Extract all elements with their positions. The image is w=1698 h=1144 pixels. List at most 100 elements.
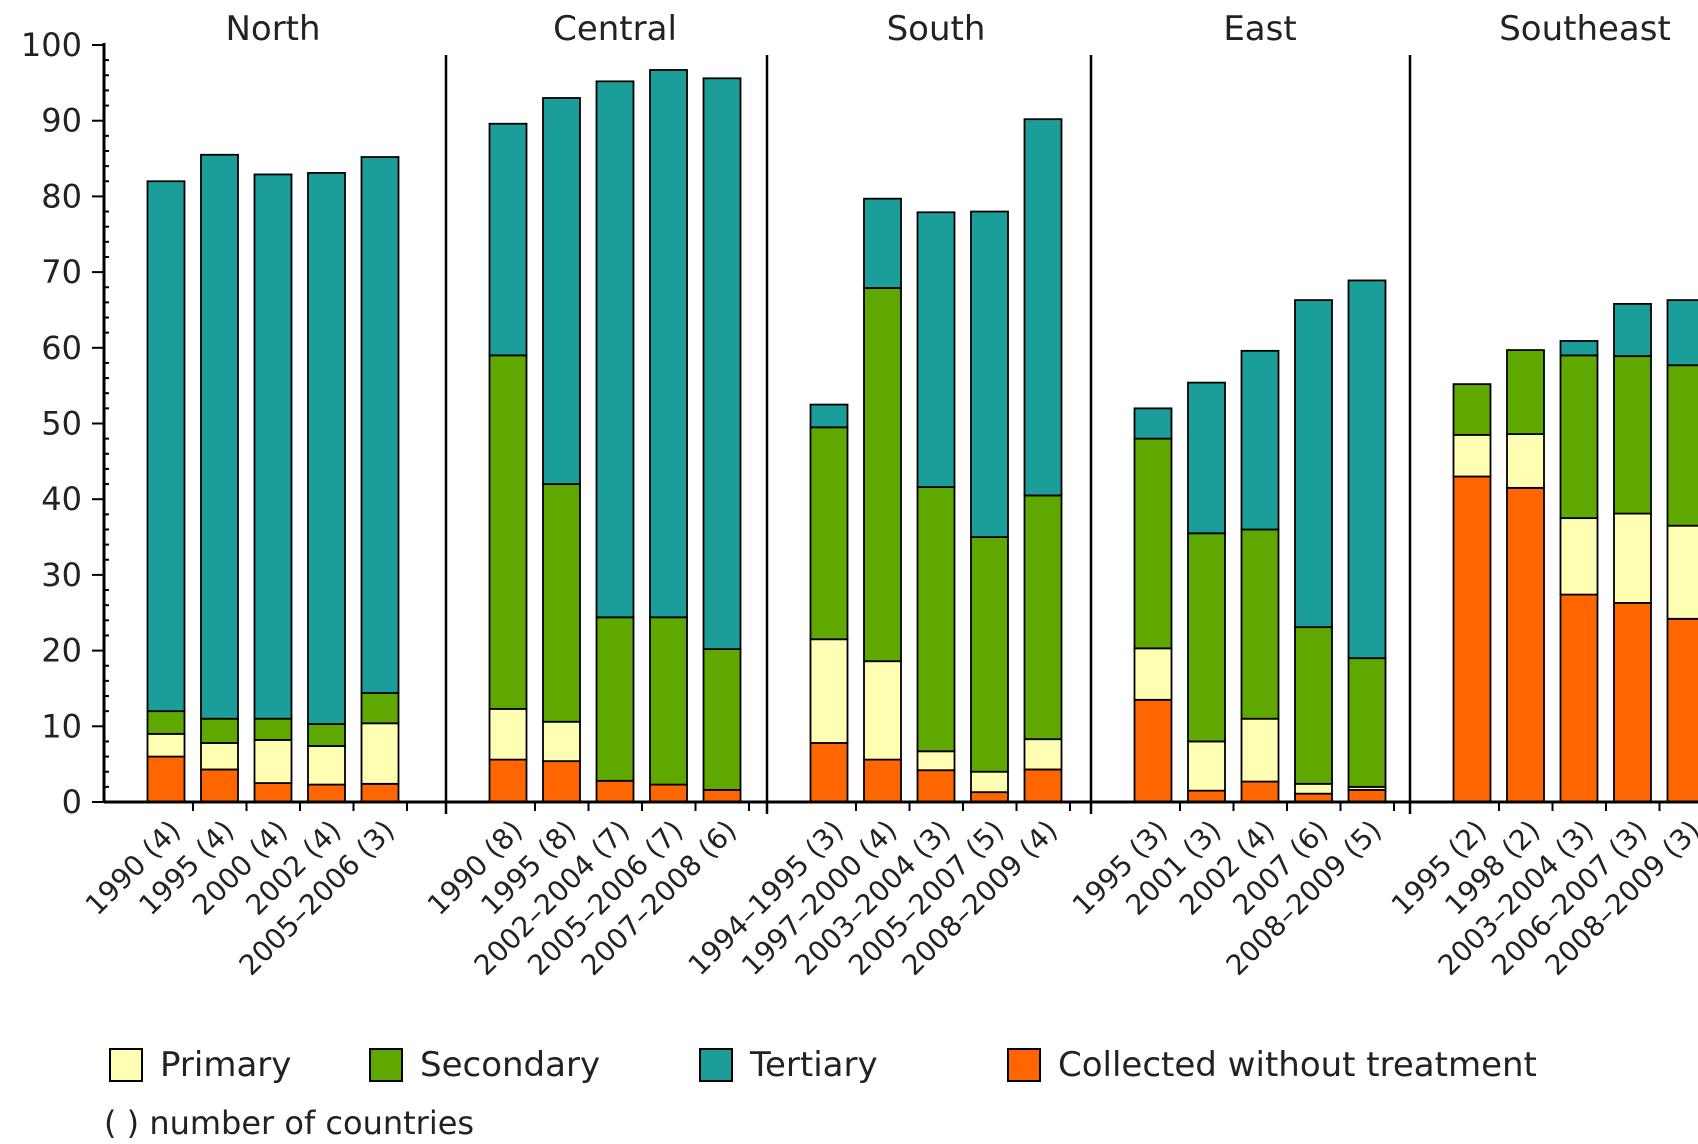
- bar-segment-collected-without-treatment: [1506, 486, 1545, 803]
- bar-segment-primary: [253, 739, 293, 784]
- bar-segment-secondary: [809, 426, 849, 641]
- bar-segment-primary: [863, 660, 902, 761]
- bar-segment-tertiary: [1347, 279, 1387, 660]
- bar-segment-tertiary: [649, 69, 688, 619]
- bar-segment-collected-without-treatment: [1666, 617, 1698, 803]
- bar-segment-tertiary: [1240, 349, 1280, 531]
- bar-segment-tertiary: [1294, 299, 1333, 629]
- bar-segment-tertiary: [1559, 340, 1599, 357]
- bar-segment-primary: [488, 707, 528, 761]
- bar-segment-secondary: [200, 717, 239, 744]
- bar-segment-tertiary: [1187, 381, 1226, 535]
- bar-segment-collected-without-treatment: [1452, 475, 1492, 803]
- bar-segment-tertiary: [307, 172, 346, 725]
- bar-segment-primary: [360, 722, 400, 785]
- note-number-of-countries: ( ) number of countries: [104, 1104, 474, 1142]
- bar-segment-collected-without-treatment: [595, 779, 635, 803]
- bar-segment-tertiary: [970, 210, 1009, 538]
- group-label-south: South: [887, 9, 986, 49]
- y-tick-label: 70: [41, 253, 82, 291]
- bar-segment-primary: [542, 720, 581, 763]
- bar-segment-collected-without-treatment: [200, 768, 239, 803]
- bar-segment-collected-without-treatment: [649, 783, 688, 803]
- bar-segment-primary: [970, 770, 1009, 794]
- group-label-north: North: [225, 9, 320, 49]
- bar-segment-tertiary: [542, 97, 581, 485]
- y-tick-label: 0: [62, 783, 82, 821]
- bar-segment-collected-without-treatment: [253, 782, 293, 803]
- y-tick-label: 40: [41, 480, 82, 518]
- bar-segment-collected-without-treatment: [146, 755, 186, 803]
- bar-segment-collected-without-treatment: [488, 758, 528, 803]
- bar-segment-primary: [1023, 738, 1063, 771]
- bar-segment-secondary: [488, 354, 528, 710]
- bar-segment-secondary: [649, 616, 688, 786]
- bar-segment-tertiary: [200, 153, 239, 720]
- bar-segment-primary: [809, 638, 849, 744]
- bar-segment-secondary: [253, 717, 293, 741]
- y-tick-label: 50: [41, 405, 82, 443]
- bar-segment-collected-without-treatment: [360, 782, 400, 803]
- legend-swatch-secondary: [369, 1048, 403, 1082]
- bar-segment-secondary: [1023, 494, 1063, 741]
- bar-segment-secondary: [1294, 626, 1333, 785]
- bar-segment-tertiary: [1666, 299, 1698, 367]
- y-tick-label: 20: [41, 632, 82, 670]
- bar-segment-collected-without-treatment: [1613, 602, 1652, 803]
- bar-segment-secondary: [146, 710, 186, 735]
- legend-label-primary: Primary: [160, 1045, 291, 1085]
- bar-segment-secondary: [1240, 528, 1280, 720]
- bar-segment-secondary: [1506, 349, 1545, 435]
- bar-segment-tertiary: [702, 77, 742, 650]
- legend: Primary Secondary Tertiary Collected withou…: [104, 1045, 1537, 1142]
- bar-segment-primary: [1187, 740, 1226, 792]
- y-tick-label: 90: [41, 102, 82, 140]
- bar-segment-collected-without-treatment: [809, 742, 849, 803]
- legend-swatch-primary: [109, 1048, 143, 1082]
- bar-segment-tertiary: [1613, 302, 1652, 358]
- bar-segment-collected-without-treatment: [307, 783, 346, 803]
- bar-segment-collected-without-treatment: [1023, 768, 1063, 803]
- bars-layer: [146, 69, 1698, 803]
- bar-segment-secondary: [1559, 354, 1599, 520]
- bar-segment-primary: [1666, 524, 1698, 620]
- bar-segment-primary: [1294, 782, 1333, 795]
- bar-segment-secondary: [702, 648, 742, 791]
- bar-segment-collected-without-treatment: [1187, 789, 1226, 803]
- bar-segment-collected-without-treatment: [1347, 788, 1387, 803]
- bar-segment-secondary: [916, 486, 956, 753]
- bar-segment-tertiary: [863, 197, 902, 289]
- bar-segment-primary: [1613, 512, 1652, 604]
- bar-segment-primary: [1559, 517, 1599, 596]
- bar-segment-secondary: [1347, 657, 1387, 788]
- bar-segment-secondary: [863, 287, 902, 663]
- group-label-central: Central: [553, 9, 677, 49]
- bar-segment-collected-without-treatment: [863, 758, 902, 803]
- legend-label-collected-without-treatment: Collected without treatment: [1058, 1045, 1537, 1085]
- bar-segment-secondary: [595, 616, 635, 782]
- bar-segment-collected-without-treatment: [916, 769, 956, 803]
- bar-segment-tertiary: [488, 122, 528, 357]
- bar-segment-primary: [1133, 647, 1173, 701]
- bar-segment-secondary: [360, 692, 400, 725]
- bar-segment-secondary: [1613, 355, 1652, 515]
- bar-segment-secondary: [307, 723, 346, 747]
- bar-segment-tertiary: [360, 156, 400, 694]
- bar-segment-primary: [1506, 433, 1545, 489]
- bar-segment-secondary: [1666, 364, 1698, 527]
- legend-swatch-collected-without-treatment: [1007, 1048, 1041, 1082]
- group-label-east: East: [1223, 9, 1296, 49]
- bar-segment-collected-without-treatment: [1133, 698, 1173, 803]
- bar-segment-primary: [1452, 433, 1492, 478]
- bar-segment-tertiary: [253, 173, 293, 720]
- bar-segment-collected-without-treatment: [1240, 780, 1280, 803]
- axis-layer: [92, 43, 1698, 814]
- bar-segment-tertiary: [1133, 407, 1173, 440]
- bar-segment-collected-without-treatment: [542, 760, 581, 803]
- bar-segment-secondary: [1133, 437, 1173, 650]
- bar-segment-primary: [307, 745, 346, 786]
- bar-segment-tertiary: [146, 180, 186, 713]
- bar-segment-collected-without-treatment: [702, 788, 742, 803]
- bar-segment-secondary: [542, 483, 581, 723]
